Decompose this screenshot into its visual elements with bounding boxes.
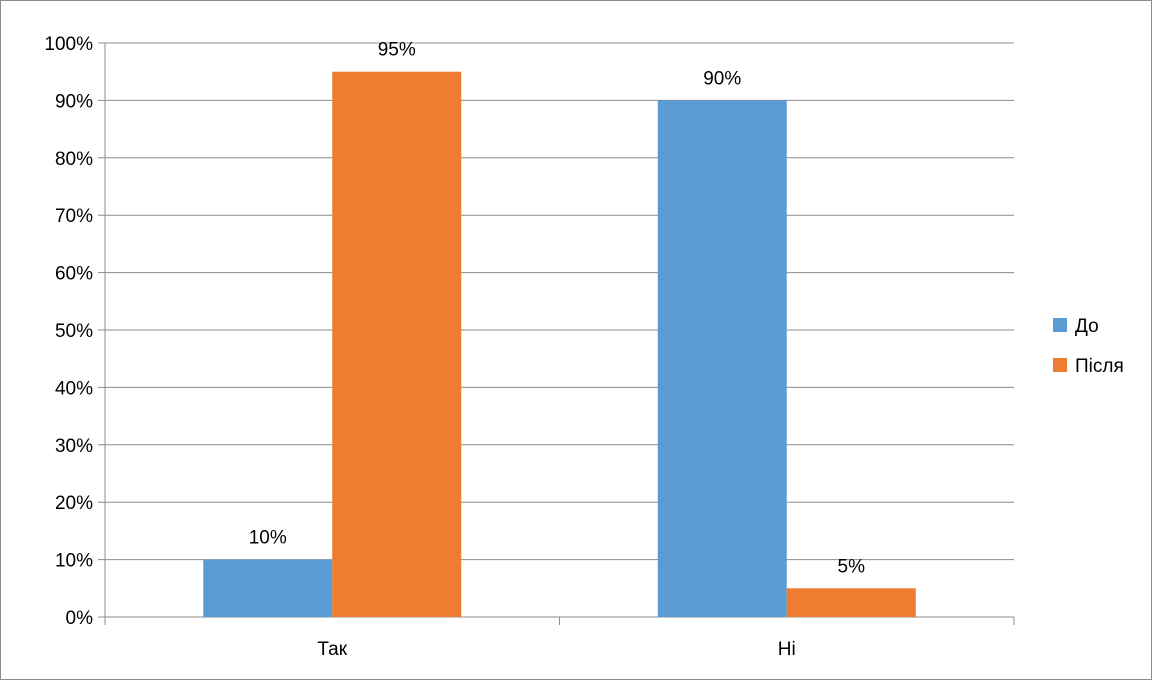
y-tick-label: 10%: [55, 551, 93, 572]
y-tick-label: 40%: [55, 378, 93, 399]
x-category-label: Ні: [778, 639, 796, 660]
gridlines: [105, 42, 1014, 561]
bar: [786, 588, 916, 617]
data-label: 95%: [378, 40, 416, 61]
y-tick-label: 100%: [44, 34, 93, 55]
y-tick-label: 80%: [55, 149, 93, 170]
y-tick-label: 90%: [55, 91, 93, 112]
data-label: 5%: [838, 556, 866, 577]
legend-label: Після: [1075, 356, 1124, 377]
y-tick-label: 70%: [55, 206, 93, 227]
x-category-label: Так: [317, 639, 347, 660]
legend-swatch: [1053, 318, 1067, 332]
y-tick-label: 60%: [55, 264, 93, 285]
axes: 0% 10% 20% 30% 40% 50% 60% 70% 80% 90% 100% Так Ні: [44, 34, 1015, 660]
bar: [332, 71, 462, 617]
legend: До Після: [1053, 316, 1124, 377]
data-label: 90%: [703, 68, 741, 89]
y-tick-label: 30%: [55, 436, 93, 457]
bars: [203, 71, 916, 617]
data-label: 10%: [249, 528, 287, 549]
legend-label: До: [1075, 316, 1099, 337]
bar: [657, 100, 787, 617]
bar: [203, 559, 333, 617]
y-tick-label: 50%: [55, 321, 93, 342]
data-labels: 10% 95% 90% 5%: [249, 40, 865, 578]
y-tick-label: 20%: [55, 493, 93, 514]
y-tick-label: 0%: [66, 608, 94, 629]
legend-swatch: [1053, 358, 1067, 372]
